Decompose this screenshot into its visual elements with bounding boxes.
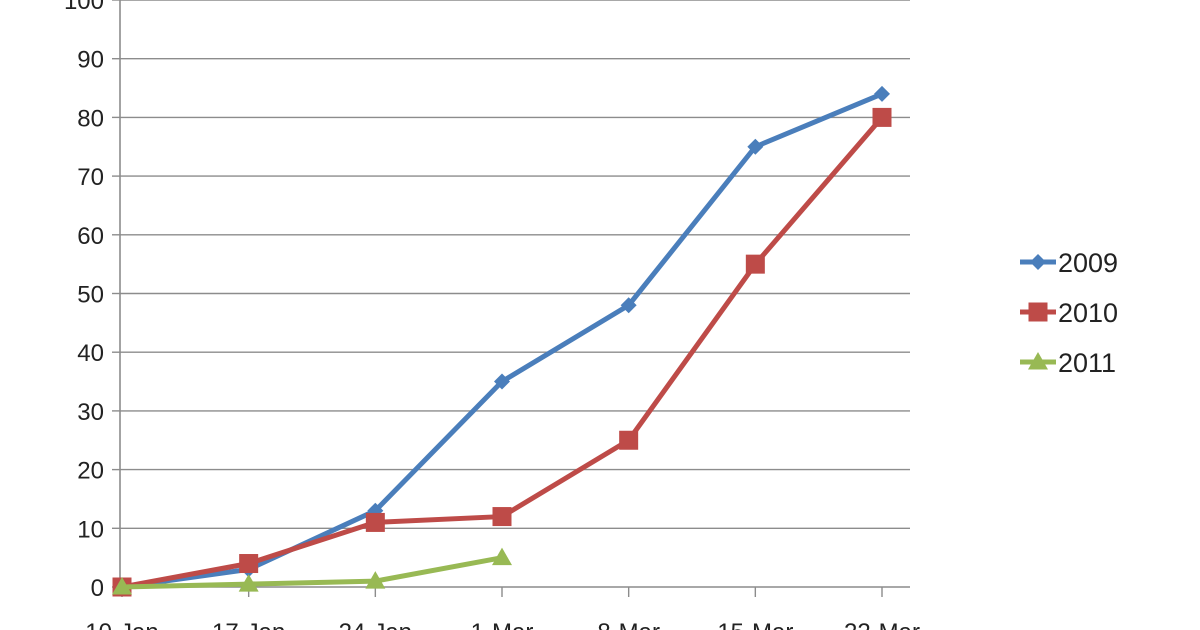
y-tick-label-80: 80 — [77, 105, 104, 132]
gridlines — [120, 0, 910, 529]
y-tick-label-70: 70 — [77, 164, 104, 191]
data-point-2011-0 — [112, 577, 132, 595]
y-tick-labels: 0 10 20 30 40 50 60 70 80 90 100 — [64, 0, 104, 602]
x-tick-label: 17-Jan — [212, 619, 285, 630]
legend-marker-2009 — [1030, 254, 1046, 270]
legend-label: 2011 — [1058, 348, 1116, 378]
data-point-2010-5 — [745, 254, 765, 274]
x-tick-label: 8-Mar — [597, 619, 660, 630]
series-layer — [112, 85, 892, 597]
legend-item-2010: 2010 — [1020, 298, 1118, 328]
legend-item-2009: 2009 — [1020, 248, 1118, 278]
x-tick-label: 10-Jan — [85, 619, 158, 630]
legend-label: 2010 — [1058, 298, 1118, 328]
series-2010 — [112, 107, 892, 597]
y-tick-label-50: 50 — [77, 282, 104, 309]
data-point-2011-3 — [492, 547, 512, 566]
y-tick-label-60: 60 — [77, 223, 104, 250]
x-tick-label: 24-Jan — [339, 619, 412, 630]
y-tick-label-10: 10 — [77, 516, 104, 543]
data-point-2010-3 — [492, 507, 512, 527]
data-point-2009-4 — [620, 297, 637, 314]
y-tick-label-90: 90 — [77, 47, 104, 74]
x-tick-labels: 10-Jan 17-Jan 24-Jan 1-Mar 8-Mar 15-Mar 22-Mar — [85, 619, 920, 630]
data-point-2010-6 — [872, 107, 892, 127]
data-point-2009-3 — [494, 373, 510, 390]
legend-item-2011: 2011 — [1020, 348, 1116, 378]
x-tick-label: 1-Mar — [471, 619, 534, 630]
x-tick-label: 15-Mar — [717, 619, 793, 630]
data-point-2010-2 — [365, 512, 385, 532]
legend-marker-2011 — [1028, 352, 1048, 370]
data-point-2009-5 — [747, 138, 764, 155]
data-point-2009-6 — [874, 85, 890, 102]
data-point-2011-1 — [238, 574, 259, 592]
x-tick-label: 22-Mar — [844, 619, 920, 630]
data-point-2010-4 — [619, 430, 639, 450]
legend: 2009 2010 2011 — [1020, 248, 1118, 378]
series-line-2011 — [119, 555, 505, 590]
series-2011 — [112, 547, 512, 595]
data-point-2010-1 — [239, 554, 259, 574]
y-tick-label-0: 0 — [91, 575, 104, 602]
y-tick-label-40: 40 — [77, 340, 104, 367]
legend-marker-2010 — [1028, 302, 1048, 322]
y-tick-label-100: 100 — [64, 0, 104, 15]
y-tick-label-30: 30 — [77, 399, 104, 426]
y-tick-label-20: 20 — [77, 458, 104, 485]
legend-label: 2009 — [1058, 248, 1118, 278]
data-point-2011-2 — [365, 571, 386, 589]
